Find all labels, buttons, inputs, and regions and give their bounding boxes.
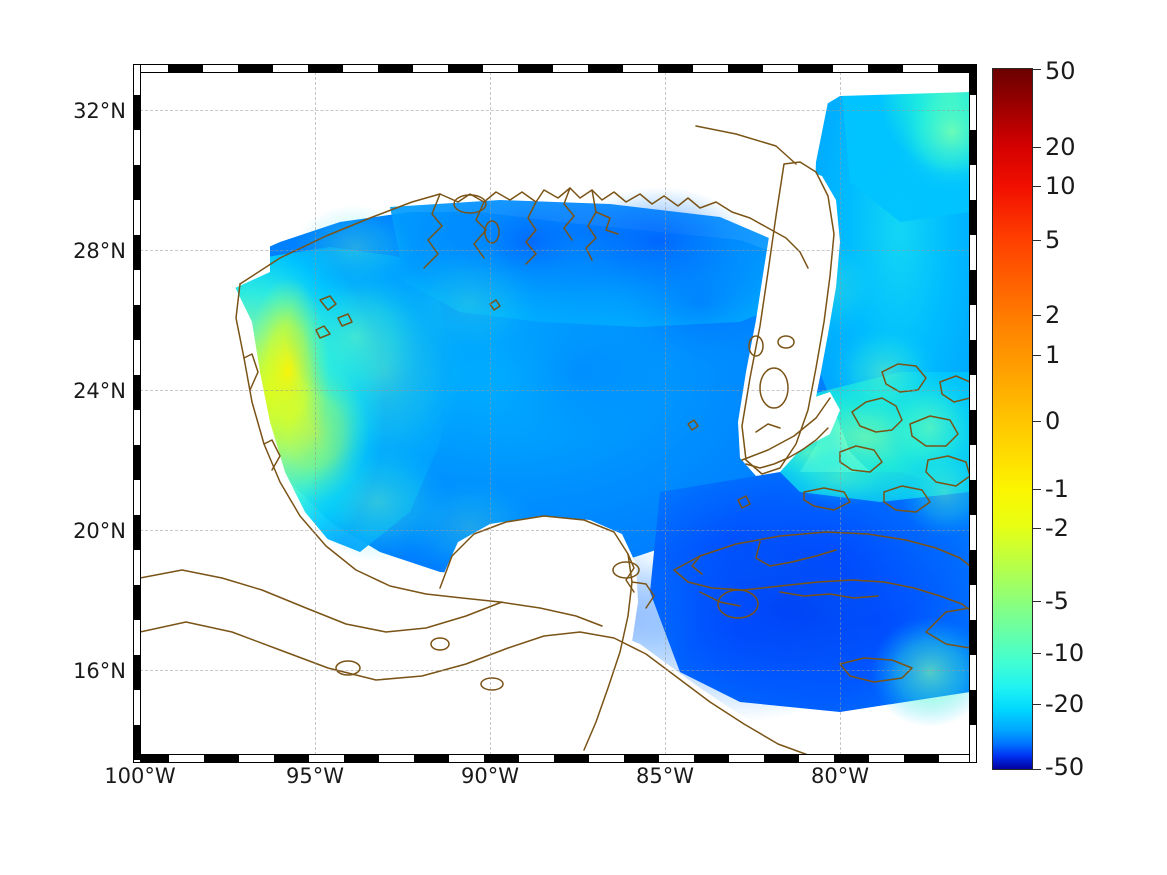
cb-tick-m50	[1033, 769, 1041, 770]
cb-label-2: 2	[1045, 301, 1061, 329]
cb-label-m10: -10	[1045, 639, 1085, 667]
cb-tick-10	[1033, 186, 1041, 187]
ocean-field	[232, 72, 970, 727]
cb-tick-5	[1033, 240, 1041, 241]
lon-tick-label-95w: 95°W	[286, 764, 344, 788]
land-mask	[140, 72, 970, 755]
lon-tick-label-80w: 80°W	[811, 764, 869, 788]
cb-label-5: 5	[1045, 226, 1061, 254]
cb-label-m2: -2	[1045, 514, 1069, 542]
cb-tick-1	[1033, 355, 1041, 356]
lat-tick-label-24n: 24°N	[73, 379, 126, 403]
colorbar[interactable]	[992, 68, 1033, 770]
cb-tick-m5	[1033, 601, 1041, 602]
lon-tick-label-90w: 90°W	[461, 764, 519, 788]
lat-tick-label-32n: 32°N	[73, 99, 126, 123]
lat-tick-label-16n: 16°N	[73, 659, 126, 683]
cb-label-0: 0	[1045, 407, 1061, 435]
cb-label-m1: -1	[1045, 475, 1069, 503]
map-border-right	[969, 64, 977, 763]
cb-label-10: 10	[1045, 172, 1076, 200]
lat-tick-label-20n: 20°N	[73, 519, 126, 543]
cb-tick-m1	[1033, 489, 1041, 490]
cb-label-m5: -5	[1045, 587, 1069, 615]
cb-label-20: 20	[1045, 133, 1076, 161]
map-border-top	[133, 64, 977, 73]
raster-data-layer	[140, 72, 970, 755]
lon-tick-label-85w: 85°W	[636, 764, 694, 788]
lon-tick-label-100w: 100°W	[104, 764, 176, 788]
coastlines	[140, 125, 970, 755]
cb-tick-2	[1033, 315, 1041, 316]
map-border-bottom	[133, 754, 977, 763]
map-border-left	[133, 64, 141, 763]
cb-label-50: 50	[1045, 57, 1076, 85]
cb-tick-m20	[1033, 704, 1041, 705]
cb-tick-20	[1033, 147, 1041, 148]
map-plot-area[interactable]	[140, 72, 970, 755]
cb-tick-m10	[1033, 653, 1041, 654]
cb-label-m20: -20	[1045, 690, 1085, 718]
cb-tick-50	[1033, 69, 1041, 70]
cb-tick-m2	[1033, 528, 1041, 529]
cb-label-1: 1	[1045, 341, 1061, 369]
cb-label-m50: -50	[1045, 753, 1085, 781]
cb-tick-0	[1033, 421, 1041, 422]
lat-tick-label-28n: 28°N	[73, 239, 126, 263]
